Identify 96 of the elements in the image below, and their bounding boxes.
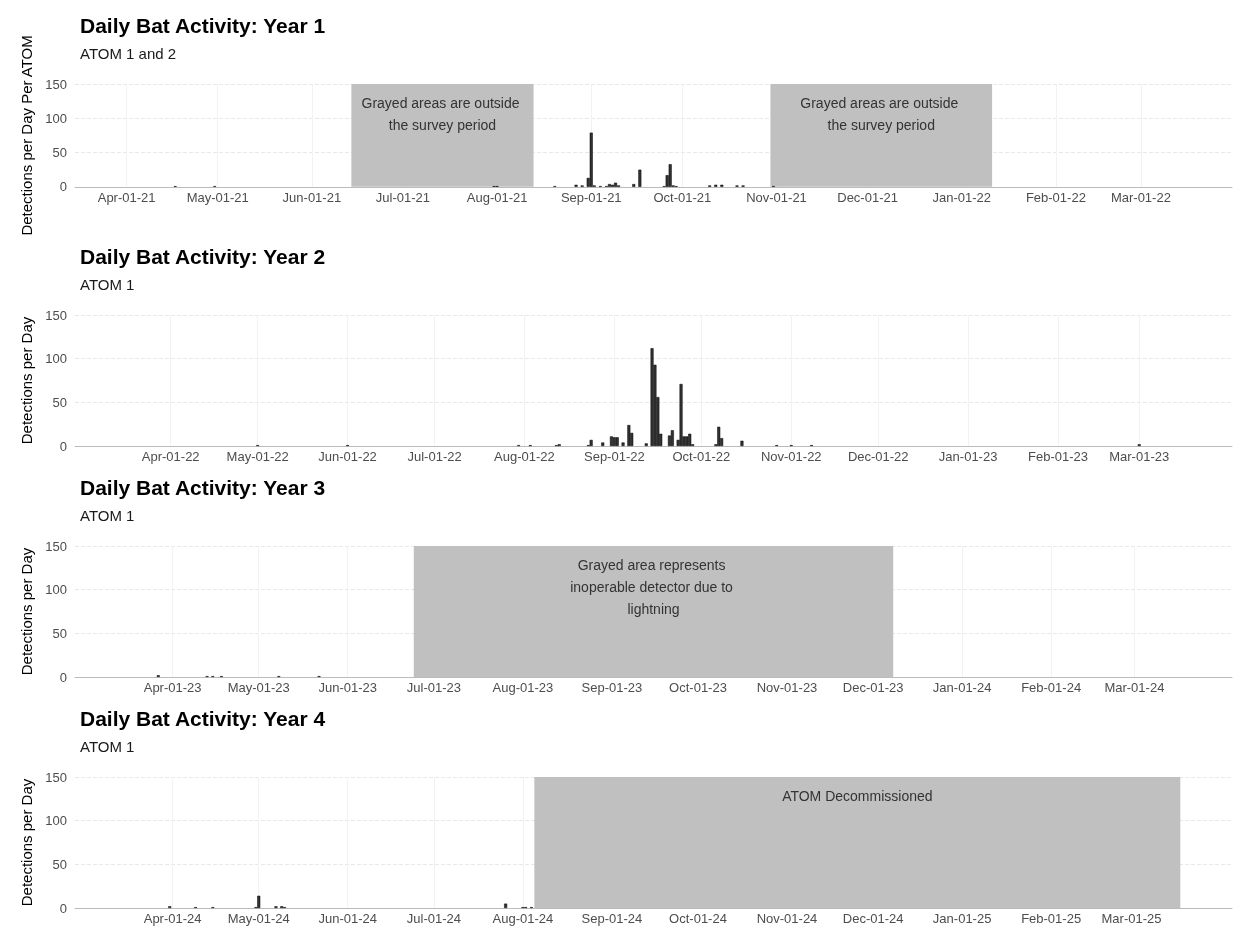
y-tick-label: 50 [52,856,67,872]
x-tick-label: May-01-23 [227,680,290,695]
bar [668,164,672,187]
bar [589,132,593,187]
chart-title: Daily Bat Activity: Year 4 [80,707,326,730]
bar [644,443,648,446]
y-tick-label: 100 [45,813,67,829]
x-tick-label: Apr-01-23 [143,680,202,695]
band-label: ATOM Decommissioned [782,788,933,804]
x-tick-label: Mar-01-23 [1109,449,1170,464]
y-tick-label: 0 [59,179,67,195]
bar [670,430,674,446]
x-tick-label: Aug-01-22 [494,449,555,464]
y-tick-label: 100 [45,582,67,598]
y-tick-label: 50 [52,394,67,410]
y-tick-label: 100 [45,351,67,367]
x-tick-label: Jun-01-22 [318,449,377,464]
y-tick-label: 50 [52,625,67,641]
chart-title: Daily Bat Activity: Year 2 [80,245,326,268]
y-tick-label: 150 [45,538,67,554]
x-tick-label: Feb-01-25 [1021,911,1082,926]
x-tick-label: Jun-01-24 [318,911,378,926]
band-label: Grayed areas are outside the survey period [800,95,963,133]
x-tick-label: Feb-01-23 [1028,449,1089,464]
x-tick-label: Aug-01-24 [492,911,554,926]
x-tick-label: Sep-01-21 [560,189,622,205]
y-axis-title: Detections per Day [18,778,36,907]
y-tick-label: 50 [52,145,67,161]
y-tick-label: 100 [45,110,67,126]
x-tick-label: Jul-01-22 [407,449,462,464]
chart-subtitle: ATOM 1 [80,276,135,293]
x-tick-label: Sep-01-24 [581,911,643,926]
x-tick-label: Oct-01-24 [669,911,727,926]
x-tick-label: Aug-01-23 [492,680,554,695]
x-tick-label: Feb-01-24 [1021,680,1082,695]
y-axis-title: Detections per Day [18,547,36,676]
bar [632,184,636,187]
x-tick-label: Jan-01-22 [932,189,991,205]
x-tick-label: Sep-01-22 [583,449,645,464]
x-tick-label: Jun-01-23 [318,680,378,695]
x-tick-label: Dec-01-21 [837,189,898,205]
x-tick-label: Jan-01-25 [932,911,992,926]
bar [621,442,625,446]
x-tick-label: Nov-01-24 [756,911,818,926]
y-tick-label: 0 [59,900,67,916]
x-tick-label: Oct-01-22 [672,449,731,464]
y-axis-title: Detections per Day [18,316,36,445]
x-tick-label: Feb-01-22 [1025,189,1086,205]
band-label: Grayed areas are outside the survey period [361,95,524,133]
y-tick-label: 150 [45,76,67,92]
chart-title: Daily Bat Activity: Year 1 [80,14,326,37]
bar [717,426,721,446]
y-tick-label: 150 [45,307,67,323]
x-tick-label: May-01-22 [226,449,289,464]
bar [679,383,683,446]
chart-subtitle: ATOM 1 [80,738,135,755]
bar [740,440,744,446]
x-tick-label: Mar-01-25 [1101,911,1162,926]
x-tick-label: Jun-01-21 [282,189,342,205]
y-tick-label: 0 [59,438,67,454]
y-axis-title: Detections per Day Per ATOM [18,35,36,236]
x-tick-label: Mar-01-22 [1110,189,1171,205]
bar [615,437,619,446]
x-tick-label: Nov-01-22 [760,449,822,464]
x-tick-label: May-01-21 [186,189,249,205]
x-tick-label: Jan-01-23 [938,449,998,464]
bar [589,439,593,446]
y-tick-label: 150 [45,769,67,785]
bar [601,442,605,446]
x-tick-label: Dec-01-24 [842,911,904,926]
x-tick-label: Aug-01-21 [466,189,528,205]
x-tick-label: Oct-01-23 [669,680,727,695]
x-tick-label: Apr-01-22 [141,449,200,464]
chart-title: Daily Bat Activity: Year 3 [80,476,326,499]
x-tick-label: Oct-01-21 [653,189,712,205]
x-tick-label: Mar-01-24 [1104,680,1165,695]
x-tick-label: Dec-01-22 [847,449,909,464]
x-tick-label: Jan-01-24 [932,680,992,695]
y-tick-label: 0 [59,669,67,685]
x-tick-label: Nov-01-23 [756,680,818,695]
band-label: Grayed area represents inoperable detector due to lightning [570,557,737,617]
x-tick-label: Jul-01-24 [406,911,461,926]
x-tick-label: Dec-01-23 [842,680,904,695]
bar [638,169,642,187]
bar [688,433,692,446]
chart-subtitle: ATOM 1 [80,507,135,524]
x-tick-label: Jul-01-23 [406,680,461,695]
x-tick-label: May-01-24 [227,911,290,926]
x-tick-label: Sep-01-23 [581,680,643,695]
x-tick-label: Nov-01-21 [746,189,807,205]
x-tick-label: Jul-01-21 [375,189,431,205]
bar [627,425,631,446]
chart-subtitle: ATOM 1 and 2 [80,45,177,62]
x-tick-label: Apr-01-24 [143,911,202,926]
bar [650,348,654,446]
x-tick-label: Apr-01-21 [97,189,156,205]
